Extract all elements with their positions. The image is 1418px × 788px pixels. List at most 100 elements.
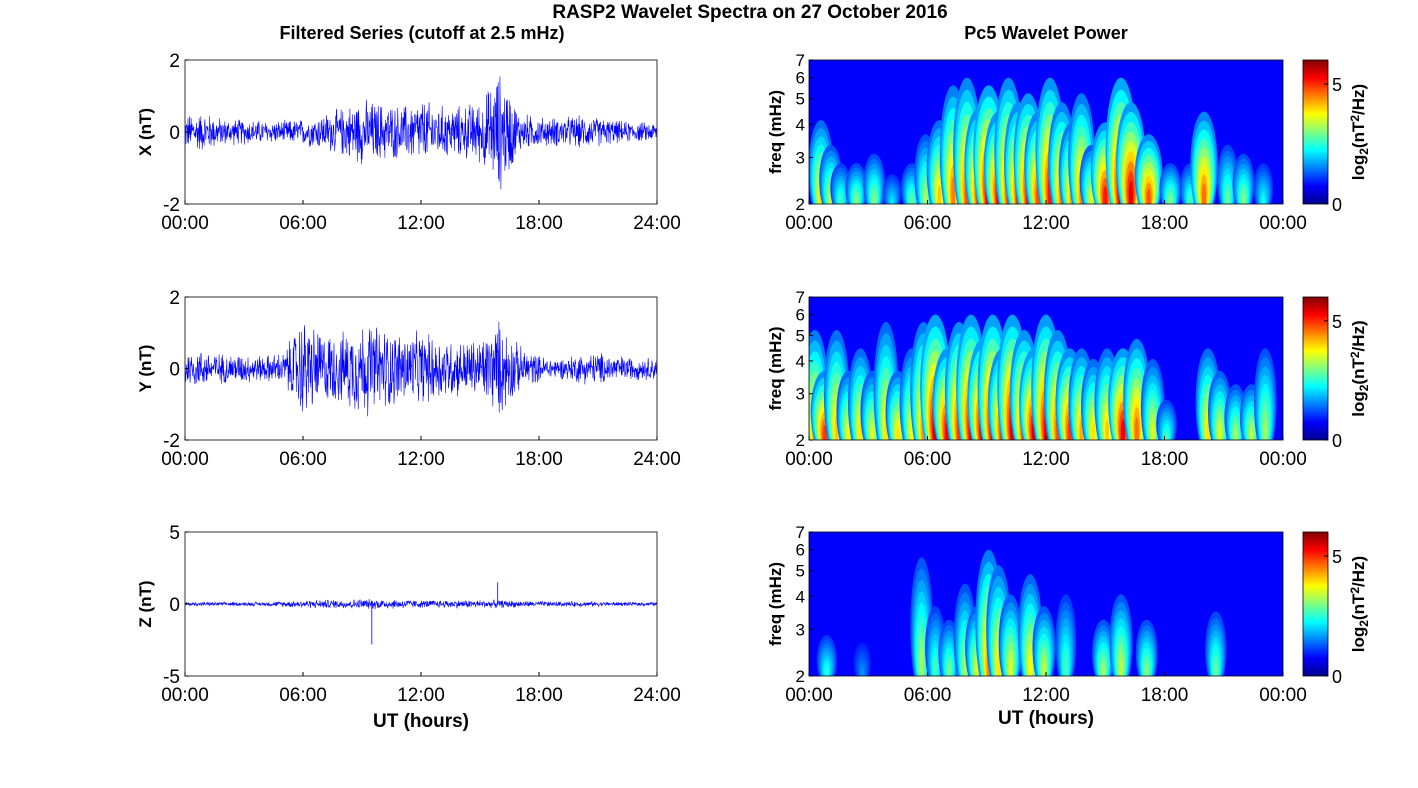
freq-tick-label: 7 [796,288,805,307]
y-tick-label: 0 [169,595,180,616]
y-tick-label: 0 [169,123,180,144]
heatmap-burst [1119,657,1123,676]
y-tick-label: 2 [169,51,180,72]
x-tick-label: 00:00 [161,213,209,234]
heatmap-burst [1128,180,1134,204]
y-tick-label: -2 [163,195,180,216]
wavelet-panel-x: 2 3 4 5 67 00:00 06:00 12:00 18:00 00:00 freq (mHz… [766,51,1371,234]
colorbar-label-part: (nT [1349,121,1368,148]
heatmap-burst [1168,196,1172,204]
right-column-title: Pc5 Wavelet Power [964,23,1127,43]
heatmap-burst [861,669,864,676]
y-axis-label: X (nT) [136,108,155,156]
colorbar-label-part: 2 [1357,384,1371,391]
heatmap-burst [1233,428,1238,440]
freq-tick-label: 2 [796,431,805,450]
heatmap-burst [870,424,874,440]
heatmap-burst [933,660,937,676]
heatmap-burst [1105,419,1110,440]
heatmap-burst [825,668,829,676]
heatmap-burst [1150,422,1155,440]
colorbar-label-part: 2 [1357,148,1371,155]
y-axis-label: freq (mHz) [766,90,785,174]
heatmap-burst [1165,432,1168,440]
heatmap-burst [1008,657,1013,676]
freq-tick-label: 7 [796,51,805,70]
timeseries-panel-x: -2 0 2 00:00 06:00 12:00 18:00 24:00 X (nT) [136,51,681,234]
y-tick-label: 5 [169,523,180,544]
freq-tick-label: 4 [796,587,805,606]
colorbar-tick-label: 0 [1332,431,1342,451]
series-line-x [184,76,658,190]
heatmap-burst [910,196,914,204]
heatmap-burst [1202,183,1206,204]
heatmap-burst [1134,416,1139,440]
heatmap-burst [890,198,894,204]
colorbar-label-part: (nT [1349,593,1368,620]
heatmap-bursts [809,77,1273,204]
colorbar-label-part: /Hz) [1349,84,1368,115]
colorbar-tick-label: 5 [1332,547,1342,567]
y-axis-label: freq (mHz) [766,562,785,646]
freq-tick-label: 6 [796,69,805,88]
x-tick-label: 12:00 [397,213,445,234]
heatmap-burst [872,193,876,204]
x-tick-label: 12:00 [397,685,445,706]
heatmap-burst [1101,664,1105,676]
heatmap-burst [1241,193,1246,204]
colorbar-label: log2(nT2/Hz) [1348,84,1370,180]
series-line-y [184,321,658,417]
colorbar-tick-label: 0 [1332,195,1342,215]
wavelet-panel-z: 2 3 4 5 67 00:00 06:00 12:00 18:00 00:00 freq (mHz… [766,523,1371,729]
x-tick-label: 00:00 [1259,449,1307,470]
heatmap-burst [923,188,928,204]
y-axis-label: freq (mHz) [766,326,785,410]
heatmap-bursts [809,314,1277,440]
x-axis-label: UT (hours) [373,711,469,732]
heatmap-burst [846,424,851,440]
heatmap-burst [919,648,924,676]
heatmap-burst [1146,188,1151,204]
x-tick-label: 06:00 [904,449,952,470]
colorbar-label-part: 2 [1348,115,1362,122]
x-tick-label: 00:00 [1259,685,1307,706]
x-tick-label: 00:00 [785,213,833,234]
x-tick-label: 12:00 [1022,449,1070,470]
heatmap-burst [1249,428,1254,440]
colorbar: 0 5 log2(nT2/Hz) [1302,59,1371,215]
heatmap-burst [839,196,843,204]
colorbar-label: log2(nT2/Hz) [1348,556,1370,652]
colorbar-label-part: 2 [1357,620,1371,627]
x-axis-label: UT (hours) [998,708,1094,729]
freq-tick-label: 4 [796,115,805,134]
heatmap-burst [1145,664,1149,676]
colorbar-label-part: log [1349,627,1368,653]
x-tick-label: 00:00 [1259,213,1307,234]
heatmap-burst [1091,422,1096,440]
x-tick-label: 06:00 [279,213,327,234]
heatmap-burst [937,185,942,204]
colorbar-tick-label: 5 [1332,75,1342,95]
colorbar-tick-label: 5 [1332,312,1342,332]
timeseries-panel-y: -2 0 2 00:00 06:00 12:00 18:00 24:00 Y (nT) [136,288,681,470]
x-tick-label: 00:00 [785,685,833,706]
colorbar-gradient [1302,296,1329,441]
freq-tick-label: 2 [796,195,805,214]
heatmap-burst [1188,196,1192,204]
heatmap-bursts [816,549,1227,676]
x-tick-label: 12:00 [1022,685,1070,706]
figure-title: RASP2 Wavelet Spectra on 27 October 2016 [552,2,947,23]
x-tick-label: 06:00 [904,213,952,234]
freq-tick-label: 3 [796,620,805,639]
heatmap-burst [822,424,827,440]
freq-tick-label: 2 [796,667,805,686]
heatmap-burst [1263,419,1267,440]
freq-tick-label: 6 [796,306,805,325]
x-tick-label: 18:00 [515,685,563,706]
heatmap-burst [1064,657,1068,676]
x-tick-label: 00:00 [161,449,209,470]
colorbar-label-part: /Hz) [1349,556,1368,587]
